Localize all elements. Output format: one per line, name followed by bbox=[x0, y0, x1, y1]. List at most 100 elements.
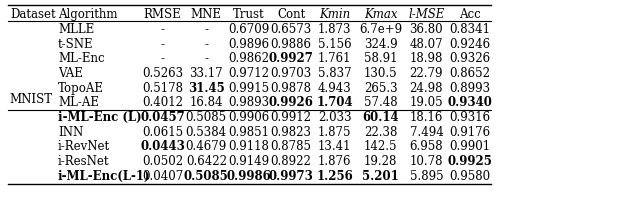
Text: ML-Enc: ML-Enc bbox=[58, 52, 104, 65]
Text: 24.98: 24.98 bbox=[410, 82, 443, 95]
Text: Acc: Acc bbox=[459, 8, 481, 21]
Text: 0.9316: 0.9316 bbox=[449, 111, 491, 124]
Text: 22.38: 22.38 bbox=[364, 126, 397, 139]
Text: 0.9912: 0.9912 bbox=[271, 111, 312, 124]
Text: 0.9915: 0.9915 bbox=[228, 82, 269, 95]
Text: 0.9149: 0.9149 bbox=[228, 155, 269, 168]
Text: 0.9176: 0.9176 bbox=[449, 126, 491, 139]
Text: 0.5178: 0.5178 bbox=[142, 82, 183, 95]
Text: -: - bbox=[161, 23, 164, 36]
Text: 0.0615: 0.0615 bbox=[142, 126, 183, 139]
Text: 31.45: 31.45 bbox=[188, 82, 225, 95]
Text: 0.9246: 0.9246 bbox=[449, 38, 491, 51]
Text: 0.8922: 0.8922 bbox=[271, 155, 312, 168]
Text: 4.943: 4.943 bbox=[318, 82, 351, 95]
Text: 2.033: 2.033 bbox=[318, 111, 351, 124]
Text: 265.3: 265.3 bbox=[364, 82, 397, 95]
Text: 0.9326: 0.9326 bbox=[449, 52, 491, 65]
Text: 57.48: 57.48 bbox=[364, 96, 397, 109]
Text: 0.6709: 0.6709 bbox=[228, 23, 269, 36]
Text: 0.9118: 0.9118 bbox=[228, 141, 269, 153]
Text: 0.9973: 0.9973 bbox=[269, 170, 314, 183]
Text: Cont: Cont bbox=[277, 8, 305, 21]
Text: 0.4679: 0.4679 bbox=[186, 141, 227, 153]
Text: 0.4012: 0.4012 bbox=[142, 96, 183, 109]
Text: 1.256: 1.256 bbox=[316, 170, 353, 183]
Text: 0.9703: 0.9703 bbox=[270, 67, 312, 80]
Text: -: - bbox=[204, 23, 208, 36]
Text: 6.7e+9: 6.7e+9 bbox=[359, 23, 402, 36]
Text: 18.98: 18.98 bbox=[410, 52, 443, 65]
Text: 60.14: 60.14 bbox=[362, 111, 399, 124]
Text: 19.05: 19.05 bbox=[410, 96, 444, 109]
Text: 0.8652: 0.8652 bbox=[449, 67, 491, 80]
Text: Kmin: Kmin bbox=[319, 8, 350, 21]
Text: i-RevNet: i-RevNet bbox=[58, 141, 110, 153]
Text: 0.5384: 0.5384 bbox=[186, 126, 227, 139]
Text: 1.704: 1.704 bbox=[316, 96, 353, 109]
Text: 0.9906: 0.9906 bbox=[228, 111, 269, 124]
Text: -: - bbox=[161, 38, 164, 51]
Text: Algorithm: Algorithm bbox=[58, 8, 118, 21]
Text: 0.9712: 0.9712 bbox=[228, 67, 269, 80]
Text: INN: INN bbox=[58, 126, 83, 139]
Text: 48.07: 48.07 bbox=[410, 38, 444, 51]
Text: MNE: MNE bbox=[191, 8, 221, 21]
Text: 0.0502: 0.0502 bbox=[142, 155, 183, 168]
Text: 0.0407: 0.0407 bbox=[142, 170, 183, 183]
Text: 0.9925: 0.9925 bbox=[447, 155, 493, 168]
Text: 130.5: 130.5 bbox=[364, 67, 397, 80]
Text: t-SNE: t-SNE bbox=[58, 38, 93, 51]
Text: 1.873: 1.873 bbox=[318, 23, 351, 36]
Text: 0.9823: 0.9823 bbox=[271, 126, 312, 139]
Text: 0.9862: 0.9862 bbox=[228, 52, 269, 65]
Text: 22.79: 22.79 bbox=[410, 67, 443, 80]
Text: RMSE: RMSE bbox=[144, 8, 182, 21]
Text: 33.17: 33.17 bbox=[189, 67, 223, 80]
Text: 5.837: 5.837 bbox=[318, 67, 351, 80]
Text: 0.9851: 0.9851 bbox=[228, 126, 269, 139]
Text: 0.9580: 0.9580 bbox=[449, 170, 491, 183]
Text: -: - bbox=[161, 52, 164, 65]
Text: 0.9927: 0.9927 bbox=[269, 52, 314, 65]
Text: 142.5: 142.5 bbox=[364, 141, 397, 153]
Text: 324.9: 324.9 bbox=[364, 38, 397, 51]
Text: 0.5085: 0.5085 bbox=[186, 111, 227, 124]
Text: 0.6573: 0.6573 bbox=[270, 23, 312, 36]
Text: 0.0457: 0.0457 bbox=[140, 111, 185, 124]
Text: TopoAE: TopoAE bbox=[58, 82, 104, 95]
Text: VAE: VAE bbox=[58, 67, 83, 80]
Text: -: - bbox=[204, 52, 208, 65]
Text: 16.84: 16.84 bbox=[189, 96, 223, 109]
Text: 0.6422: 0.6422 bbox=[186, 155, 227, 168]
Text: 0.9896: 0.9896 bbox=[228, 38, 269, 51]
Text: 10.78: 10.78 bbox=[410, 155, 443, 168]
Text: 0.8785: 0.8785 bbox=[271, 141, 312, 153]
Text: 19.28: 19.28 bbox=[364, 155, 397, 168]
Text: 0.5263: 0.5263 bbox=[142, 67, 183, 80]
Text: 0.9926: 0.9926 bbox=[269, 96, 314, 109]
Text: l-MSE: l-MSE bbox=[408, 8, 445, 21]
Text: 5.895: 5.895 bbox=[410, 170, 444, 183]
Text: i-ResNet: i-ResNet bbox=[58, 155, 109, 168]
Text: 1.875: 1.875 bbox=[318, 126, 351, 139]
Text: 0.5085: 0.5085 bbox=[184, 170, 228, 183]
Text: 0.9886: 0.9886 bbox=[271, 38, 312, 51]
Text: Trust: Trust bbox=[233, 8, 264, 21]
Text: Dataset: Dataset bbox=[10, 8, 56, 21]
Text: 5.156: 5.156 bbox=[318, 38, 351, 51]
Text: 0.9893: 0.9893 bbox=[228, 96, 269, 109]
Text: Kmax: Kmax bbox=[364, 8, 397, 21]
Text: MLLE: MLLE bbox=[58, 23, 94, 36]
Text: MNIST: MNIST bbox=[9, 93, 52, 106]
Text: 0.9986: 0.9986 bbox=[227, 170, 271, 183]
Text: 0.0443: 0.0443 bbox=[140, 141, 185, 153]
Text: ML-AE: ML-AE bbox=[58, 96, 99, 109]
Text: 13.41: 13.41 bbox=[318, 141, 351, 153]
Text: 0.9901: 0.9901 bbox=[449, 141, 491, 153]
Text: 36.80: 36.80 bbox=[410, 23, 444, 36]
Text: 5.201: 5.201 bbox=[362, 170, 399, 183]
Text: i-ML-Enc(L-1): i-ML-Enc(L-1) bbox=[58, 170, 150, 183]
Text: 7.494: 7.494 bbox=[410, 126, 444, 139]
Text: 1.876: 1.876 bbox=[318, 155, 351, 168]
